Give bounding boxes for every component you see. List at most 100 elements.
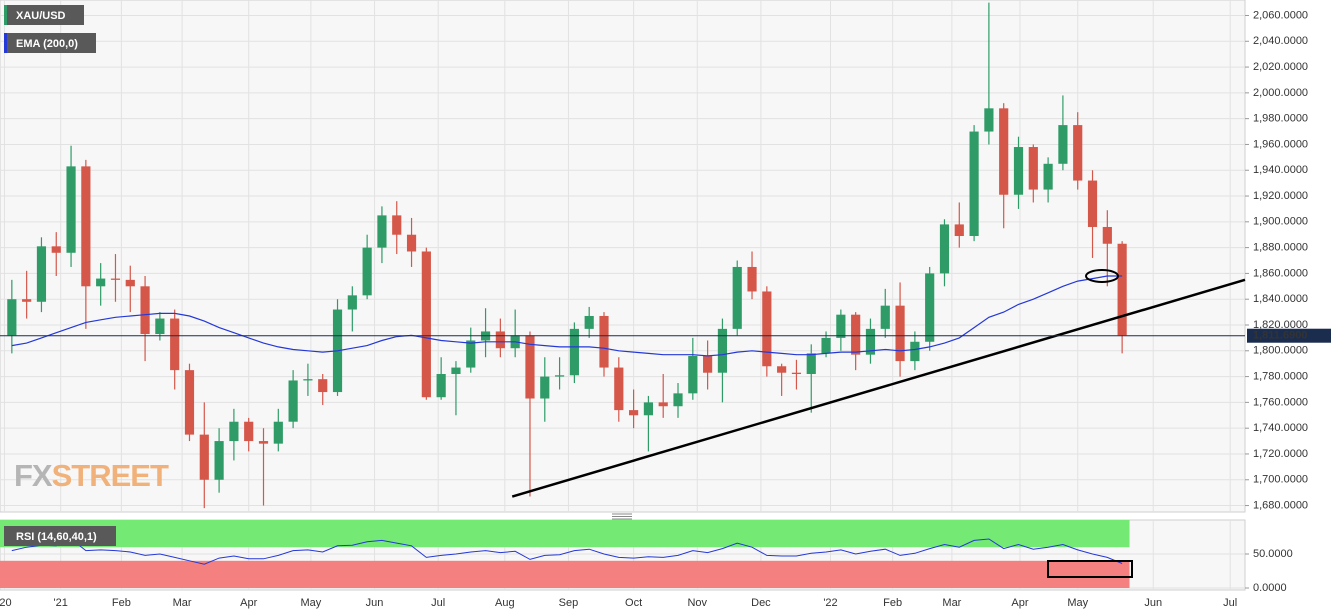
candle-body — [347, 295, 357, 310]
candle-body — [110, 278, 121, 280]
separator-handle — [612, 513, 632, 520]
y-tick-label: 1,920.0000 — [1253, 190, 1308, 202]
candle-body — [762, 291, 772, 367]
candle-body — [584, 315, 594, 329]
x-tick-label: Feb — [883, 597, 902, 609]
y-tick-label: 1,760.0000 — [1253, 396, 1308, 408]
candle-body — [318, 379, 328, 393]
candle-body — [1073, 125, 1083, 181]
x-tick-label: '22 — [823, 597, 837, 609]
candle-body — [865, 328, 876, 355]
candle-body — [688, 355, 698, 394]
candle-body — [421, 251, 431, 398]
candle-body — [466, 340, 476, 368]
candle-body — [673, 393, 683, 407]
rsi-label: RSI (14,60,40,1) — [16, 531, 97, 543]
x-tick-label: Aug — [495, 597, 515, 609]
candle-body — [170, 318, 180, 371]
y-tick-label: 1,780.0000 — [1253, 370, 1308, 382]
ema-tag-accent — [4, 33, 7, 53]
candle-body — [569, 328, 579, 376]
y-tick-label: 1,800.0000 — [1253, 345, 1308, 357]
y-tick-label: 1,840.0000 — [1253, 293, 1308, 305]
rsi-line — [11, 538, 1123, 565]
candle-body — [821, 337, 831, 354]
candle-body — [1043, 163, 1053, 190]
x-tick-label: Jun — [366, 597, 384, 609]
candle-body — [1102, 226, 1112, 244]
candle-body — [540, 376, 550, 399]
y-tick-label: 1,900.0000 — [1253, 216, 1308, 228]
y-tick-label: 0.0000 — [1253, 582, 1287, 594]
candle-body — [22, 299, 32, 302]
candle-body — [836, 314, 846, 338]
highlight-circle — [1085, 269, 1119, 283]
candle-body — [939, 224, 950, 274]
x-tick-label: Apr — [240, 597, 257, 609]
x-tick-label: Mar — [942, 597, 961, 609]
y-tick-label: 1,740.0000 — [1253, 422, 1308, 434]
symbol-tag — [4, 5, 84, 25]
watermark-street: STREET — [52, 458, 169, 493]
rsi-zone — [0, 520, 1130, 548]
x-tick-label: May — [1067, 597, 1088, 609]
candle-body — [895, 305, 905, 362]
candle-body — [140, 286, 150, 335]
candle-body — [614, 367, 624, 411]
y-tick-label: 1,880.0000 — [1253, 242, 1308, 254]
y-tick-label: 1,940.0000 — [1253, 164, 1308, 176]
candle-body — [377, 215, 387, 248]
candle-body — [406, 234, 417, 252]
candle-body — [184, 370, 195, 435]
y-tick-label: 50.0000 — [1253, 548, 1293, 560]
candle-body — [525, 335, 535, 399]
x-tick-label: Jun — [1144, 597, 1162, 609]
x-tick-label: Mar — [173, 597, 192, 609]
candle-body — [66, 166, 76, 253]
candle-body — [791, 372, 802, 375]
main-plot — [0, 0, 1246, 513]
candle-body — [273, 421, 283, 444]
candle-body — [732, 266, 742, 329]
x-tick-label: Dec — [751, 597, 771, 609]
candle-body — [392, 215, 402, 235]
y-tick-label: 1,960.0000 — [1253, 138, 1308, 150]
y-tick-label: 2,060.0000 — [1253, 9, 1308, 21]
candle-body — [495, 331, 505, 349]
candle-body — [7, 299, 17, 336]
x-tick-label: Oct — [625, 597, 642, 609]
last-price-box — [1247, 328, 1331, 343]
y-tick-label: 2,040.0000 — [1253, 35, 1308, 47]
y-tick-label: 1,820.0000 — [1253, 319, 1308, 331]
candle-body — [969, 131, 979, 237]
x-tick-label: Feb — [112, 597, 131, 609]
candle-body — [777, 366, 787, 373]
candle-body — [288, 380, 298, 422]
candle-body — [629, 410, 639, 416]
candle-body — [436, 374, 446, 398]
candle-body — [451, 367, 461, 375]
x-tick-label: Apr — [1011, 597, 1028, 609]
watermark-fx: FX — [14, 458, 53, 493]
y-tick-label: 2,020.0000 — [1253, 61, 1308, 73]
rsi-tag — [4, 526, 116, 546]
watermark: FXSTREET — [14, 458, 169, 493]
candle-body — [229, 421, 239, 442]
candle-body — [1087, 180, 1098, 227]
candle-body — [880, 305, 890, 329]
candle-body — [362, 247, 372, 296]
candle-body — [199, 434, 209, 480]
candle-body — [851, 314, 861, 355]
candle-body — [954, 224, 964, 237]
x-tick-label: Jul — [1223, 597, 1237, 609]
candle-body — [984, 108, 994, 132]
candle-body — [1117, 243, 1127, 336]
candle-body — [747, 266, 757, 292]
candle-body — [214, 441, 224, 480]
highlight-box — [1047, 560, 1133, 578]
candle-body — [244, 421, 254, 442]
candle-body — [554, 375, 565, 377]
last-price-label: 1,811.6900 — [1253, 330, 1307, 342]
y-tick-label: 1,680.0000 — [1253, 499, 1308, 511]
